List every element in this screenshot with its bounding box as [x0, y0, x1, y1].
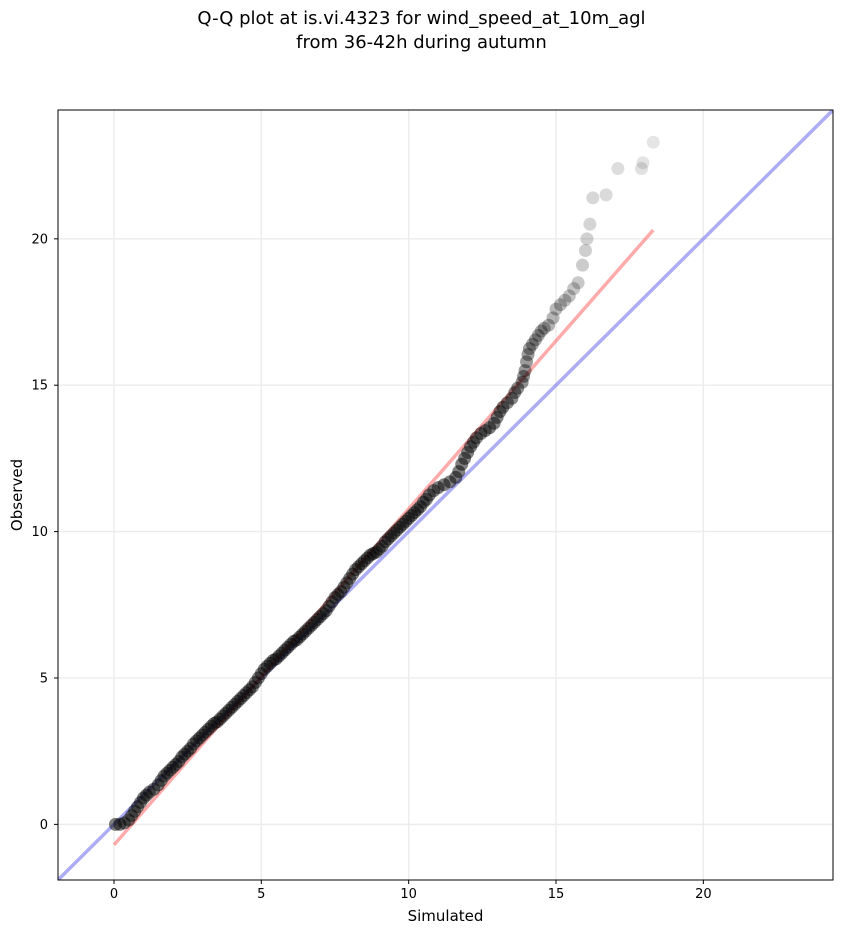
- data-point: [505, 391, 519, 405]
- data-points: [108, 135, 660, 831]
- data-point: [528, 333, 542, 347]
- data-point: [518, 364, 532, 378]
- x-axis-ticks: 0 5 10 15 20: [110, 880, 712, 902]
- y-tick-label: 5: [40, 671, 48, 686]
- y-tick-label: 15: [31, 379, 48, 394]
- data-point: [490, 410, 504, 424]
- data-point: [521, 347, 535, 361]
- y-tick-label: 20: [31, 232, 48, 247]
- data-point: [549, 302, 563, 316]
- data-point: [493, 405, 507, 419]
- chart-title-line-1: Q-Q plot at is.vi.4323 for wind_speed_at…: [197, 8, 646, 29]
- data-point: [634, 162, 648, 176]
- y-tick-label: 0: [40, 818, 48, 833]
- data-point: [496, 400, 510, 414]
- data-point: [599, 188, 613, 202]
- data-point: [522, 342, 536, 356]
- x-tick-label: 15: [548, 887, 565, 902]
- chart-title-line-2: from 36-42h during autumn: [296, 32, 547, 53]
- data-point: [515, 375, 529, 389]
- y-axis-ticks: 0 5 10 15 20: [31, 232, 58, 833]
- data-point: [558, 293, 572, 307]
- data-point: [500, 396, 514, 410]
- data-point: [562, 289, 576, 303]
- data-point: [546, 311, 560, 325]
- x-tick-label: 10: [400, 887, 417, 902]
- data-point: [520, 355, 534, 369]
- data-point: [586, 191, 600, 205]
- data-point: [542, 318, 556, 332]
- data-point: [636, 156, 650, 170]
- data-point: [580, 232, 594, 246]
- x-tick-label: 5: [257, 887, 265, 902]
- plot-frame: [57, 109, 834, 881]
- data-point: [571, 276, 585, 290]
- x-axis-label: Simulated: [408, 907, 484, 925]
- data-point: [534, 324, 548, 338]
- data-point: [578, 244, 592, 258]
- data-point: [531, 328, 545, 342]
- data-point: [576, 258, 590, 272]
- data-point: [517, 369, 531, 383]
- data-point: [537, 321, 551, 335]
- data-point: [567, 282, 581, 296]
- y-axis-label: Observed: [8, 459, 26, 531]
- data-point: [611, 162, 625, 176]
- data-point: [525, 337, 539, 351]
- data-point: [508, 386, 522, 400]
- x-tick-label: 0: [110, 887, 118, 902]
- x-tick-label: 20: [695, 887, 712, 902]
- data-point: [511, 381, 525, 395]
- y-tick-label: 10: [31, 525, 48, 540]
- data-point: [553, 298, 567, 312]
- data-point: [583, 217, 597, 231]
- data-point: [646, 135, 660, 149]
